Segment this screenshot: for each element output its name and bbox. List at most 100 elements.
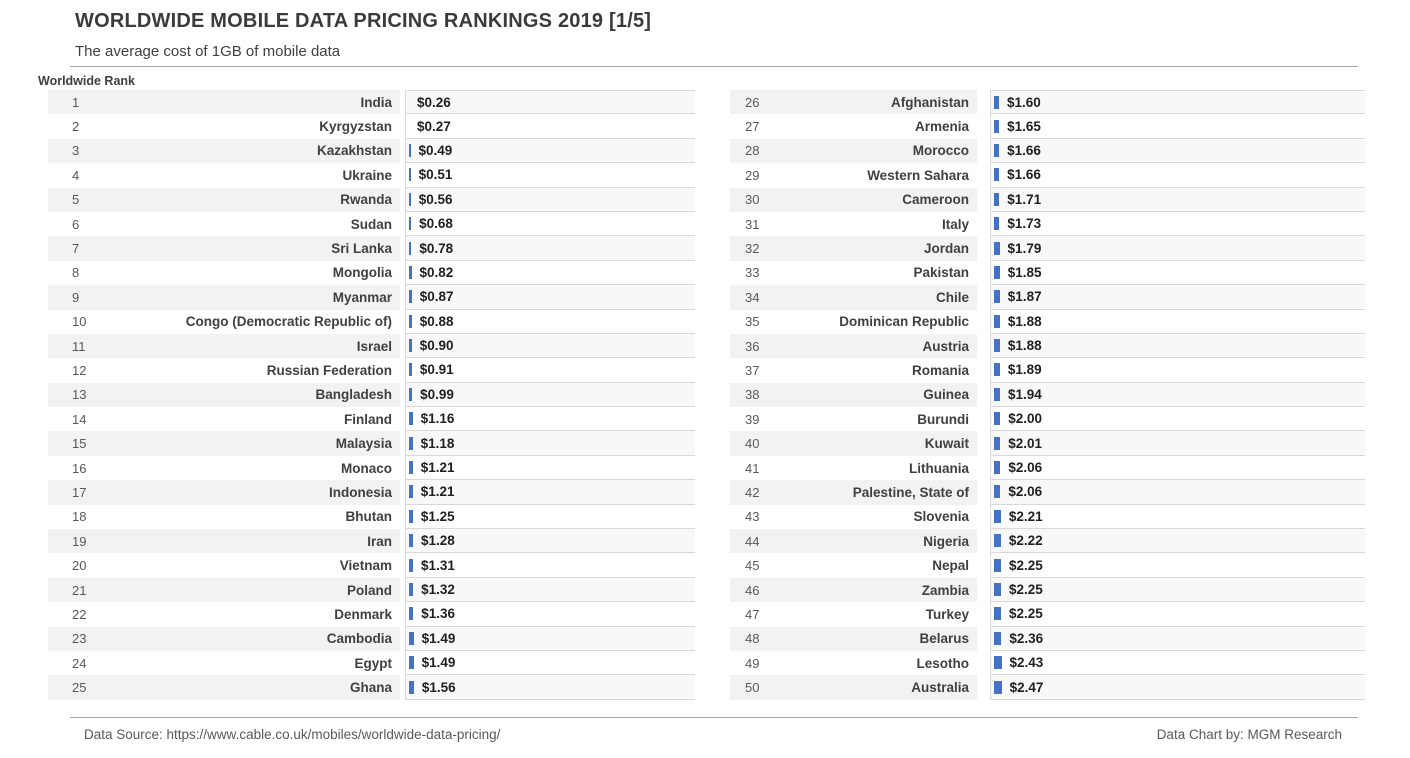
rank-number: 32 xyxy=(745,241,760,257)
price-bar-cell: $1.79 xyxy=(990,236,1365,261)
rank-country-cell: 31 Italy xyxy=(730,211,977,237)
rank-country-cell: 40 Kuwait xyxy=(730,431,977,456)
country-name: Turkey xyxy=(925,606,969,622)
price-bar-cell: $1.31 xyxy=(405,553,695,578)
price-bar xyxy=(409,290,412,304)
price-bar-cell: $0.27 xyxy=(405,114,695,139)
price-bar-cell: $1.88 xyxy=(990,309,1365,334)
price-bar xyxy=(409,485,413,499)
ranking-row: 44 Nigeria $2.22 xyxy=(730,529,1365,554)
country-name: Vietnam xyxy=(339,558,392,574)
price-bar-cell: $1.25 xyxy=(405,504,695,530)
rank-country-cell: 39 Burundi xyxy=(730,407,977,432)
country-name: Palestine, State of xyxy=(852,484,969,500)
rank-country-cell: 20 Vietnam xyxy=(48,553,400,578)
price-bar xyxy=(409,387,413,401)
price-bar-cell: $1.60 xyxy=(990,90,1365,115)
price-label: $2.36 xyxy=(1009,630,1044,646)
price-bar-cell: $1.66 xyxy=(990,163,1365,188)
price-label: $1.28 xyxy=(420,533,455,549)
ranking-row: 6 Sudan $0.68 xyxy=(48,211,695,237)
country-name: Austria xyxy=(922,338,969,354)
rank-country-cell: 49 Lesotho xyxy=(730,650,977,676)
price-label: $0.88 xyxy=(419,313,454,329)
price-bar xyxy=(994,265,1000,279)
price-bar xyxy=(409,339,412,353)
rank-number: 38 xyxy=(745,387,760,403)
country-name: Russian Federation xyxy=(266,362,392,378)
price-bar-cell: $0.99 xyxy=(405,382,695,408)
ranking-row: 19 Iran $1.28 xyxy=(48,529,695,554)
country-name: Poland xyxy=(346,582,392,598)
price-label: $0.82 xyxy=(419,264,454,280)
country-name: Malaysia xyxy=(335,436,392,452)
price-bar xyxy=(409,168,411,182)
price-bar xyxy=(409,607,414,621)
price-bar-cell: $0.82 xyxy=(405,260,695,286)
price-label: $1.88 xyxy=(1007,338,1042,354)
chart-credit-text: Data Chart by: MGM Research xyxy=(1156,727,1342,742)
ranking-row: 2 Kyrgyzstan $0.27 xyxy=(48,114,695,139)
country-name: Israel xyxy=(356,338,392,354)
price-label: $1.71 xyxy=(1007,191,1042,207)
ranking-row: 41 Lithuania $2.06 xyxy=(730,455,1365,481)
ranking-row: 20 Vietnam $1.31 xyxy=(48,553,695,578)
price-label: $1.16 xyxy=(420,411,455,427)
rank-country-cell: 30 Cameroon xyxy=(730,187,977,212)
ranking-row: 23 Cambodia $1.49 xyxy=(48,626,695,651)
ranking-row: 30 Cameroon $1.71 xyxy=(730,187,1365,212)
price-bar-cell: $2.36 xyxy=(990,626,1365,651)
country-name: Lithuania xyxy=(909,460,969,476)
rank-number: 21 xyxy=(72,582,87,598)
country-name: Guinea xyxy=(923,387,969,403)
price-bar xyxy=(409,314,412,328)
price-bar xyxy=(409,241,412,255)
price-label: $1.60 xyxy=(1006,94,1041,110)
price-bar xyxy=(994,363,1000,377)
rank-country-cell: 50 Australia xyxy=(730,675,977,700)
price-label: $2.06 xyxy=(1008,460,1043,476)
rank-country-cell: 28 Morocco xyxy=(730,138,977,164)
country-name: Chile xyxy=(935,289,969,305)
ranking-row: 43 Slovenia $2.21 xyxy=(730,504,1365,530)
price-bar xyxy=(994,241,1000,255)
price-label: $1.25 xyxy=(420,508,455,524)
country-name: Slovenia xyxy=(913,509,969,525)
country-name: Cambodia xyxy=(326,631,392,647)
rank-number: 37 xyxy=(745,362,760,378)
ranking-row: 42 Palestine, State of $2.06 xyxy=(730,480,1365,505)
ranking-row: 5 Rwanda $0.56 xyxy=(48,187,695,212)
rank-number: 19 xyxy=(72,533,87,549)
price-label: $2.25 xyxy=(1008,557,1043,573)
page-subtitle: The average cost of 1GB of mobile data xyxy=(75,43,341,60)
rank-number: 42 xyxy=(745,484,760,500)
rank-number: 7 xyxy=(72,241,80,257)
price-bar xyxy=(994,534,1001,548)
price-label: $0.51 xyxy=(418,167,453,183)
price-bar-cell: $2.25 xyxy=(990,577,1365,603)
ranking-row: 46 Zambia $2.25 xyxy=(730,577,1365,603)
rank-number: 34 xyxy=(745,289,760,305)
rank-country-cell: 25 Ghana xyxy=(48,675,400,700)
price-label: $1.36 xyxy=(421,606,455,622)
ranking-row: 10 Congo (Democratic Republic of) $0.88 xyxy=(48,309,695,334)
price-label: $1.73 xyxy=(1007,216,1042,232)
rank-number: 13 xyxy=(72,387,87,403)
country-name: Kuwait xyxy=(924,436,969,452)
ranking-row: 26 Afghanistan $1.60 xyxy=(730,90,1365,115)
price-label: $2.21 xyxy=(1008,508,1043,524)
price-label: $0.99 xyxy=(420,386,454,402)
price-bar-cell: $1.89 xyxy=(990,358,1365,383)
ranking-row: 24 Egypt $1.49 xyxy=(48,650,695,676)
price-label: $0.87 xyxy=(419,289,454,305)
rank-country-cell: 21 Poland xyxy=(48,577,400,603)
price-label: $1.85 xyxy=(1007,264,1042,280)
rank-number: 5 xyxy=(72,192,80,208)
price-bar xyxy=(994,168,1000,182)
price-bar-cell: $1.85 xyxy=(990,260,1365,286)
rank-country-cell: 4 Ukraine xyxy=(48,163,400,188)
rank-country-cell: 47 Turkey xyxy=(730,602,977,627)
rank-country-cell: 37 Romania xyxy=(730,358,977,383)
ranking-row: 47 Turkey $2.25 xyxy=(730,602,1365,627)
price-bar xyxy=(409,461,413,475)
